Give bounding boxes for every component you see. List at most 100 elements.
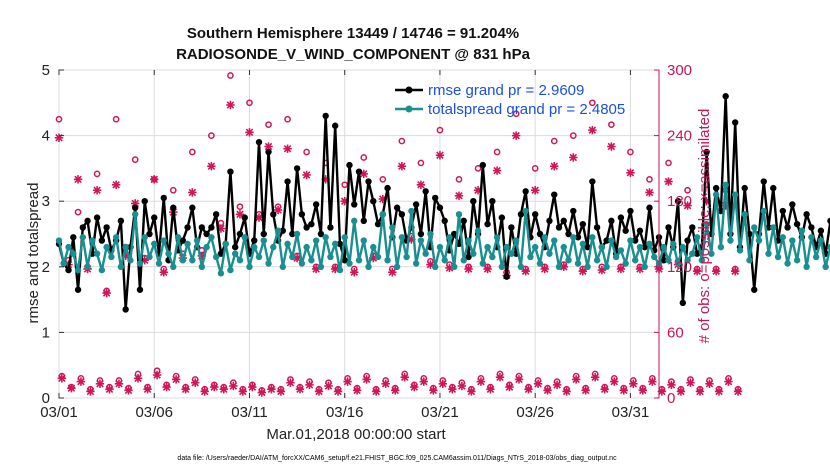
rmse-point <box>122 306 129 313</box>
totalspread-point <box>284 240 291 248</box>
possible-marker <box>512 110 520 118</box>
rmse-point <box>470 198 477 205</box>
assimilated-marker <box>550 162 559 171</box>
totalspread-point <box>165 250 172 257</box>
assimilated-marker <box>619 386 628 395</box>
y-right-tick-label: 300 <box>667 62 692 79</box>
rmse-point <box>679 299 687 307</box>
totalspread-point <box>531 243 539 251</box>
rmse-point <box>103 224 110 231</box>
totalspread-point <box>155 260 163 267</box>
possible-marker <box>284 115 291 123</box>
assimilated-marker <box>521 266 530 276</box>
totalspread-point <box>674 260 682 267</box>
totalspread-point <box>65 243 72 251</box>
totalspread-point <box>693 234 701 241</box>
rmse-point <box>70 234 77 241</box>
assimilated-marker <box>562 387 571 396</box>
rmse-point <box>98 237 106 244</box>
y-left-tick-label: 1 <box>42 324 50 341</box>
totalspread-point <box>122 243 129 251</box>
totalspread-point <box>479 260 487 267</box>
totalspread-point <box>774 253 782 261</box>
totalspread-point <box>289 253 296 261</box>
assimilated-marker <box>162 382 171 392</box>
rmse-point <box>793 220 801 228</box>
rmse-point <box>603 237 610 244</box>
legend: rmse grand pr = 2.9609 totalspread grand… <box>395 82 625 118</box>
totalspread-point <box>127 257 134 264</box>
assimilated-marker <box>388 268 397 277</box>
rmse-point <box>460 217 467 225</box>
totalspread-point <box>684 257 691 264</box>
rmse-point <box>346 161 353 169</box>
assimilated-marker <box>286 378 295 387</box>
assimilated-marker <box>578 266 588 276</box>
totalspread-point <box>798 227 806 234</box>
rmse-point <box>770 184 777 192</box>
assimilated-marker <box>400 373 409 382</box>
assimilated-marker <box>616 264 626 274</box>
assimilated-marker <box>283 144 292 153</box>
rmse-point <box>351 201 358 208</box>
totalspread-point <box>303 243 310 251</box>
totalspread-point <box>617 247 625 254</box>
totalspread-point <box>408 207 415 215</box>
totalspread-point <box>141 234 148 241</box>
x-tick-label: 03/01 <box>40 404 78 421</box>
possible-marker <box>303 148 310 156</box>
assimilated-marker <box>511 131 521 140</box>
rmse-point <box>608 217 615 225</box>
totalspread-point <box>246 263 253 270</box>
rmse-point <box>570 207 577 215</box>
rmse-point <box>546 217 553 225</box>
assimilated-marker <box>464 264 473 274</box>
rmse-point <box>208 224 215 231</box>
rmse-point <box>484 220 491 228</box>
assimilated-marker <box>181 385 190 394</box>
totalspread-point <box>574 260 582 267</box>
rmse-point <box>141 198 148 205</box>
possible-marker <box>588 99 596 107</box>
totalspread-point <box>570 234 577 241</box>
possible-marker <box>379 175 387 183</box>
totalspread-point <box>808 234 815 241</box>
chart-title-line2: RADIOSONDE_V_WIND_COMPONENT @ 831 hPa <box>176 46 531 63</box>
rmse-point <box>522 188 529 195</box>
totalspread-point <box>174 234 182 241</box>
totalspread-point <box>231 250 239 257</box>
totalspread-point <box>193 237 201 244</box>
y-left-tick-label: 5 <box>42 62 50 79</box>
totalspread-point <box>708 250 715 257</box>
totalspread-point <box>412 260 420 267</box>
totalspread-point <box>508 250 515 257</box>
assimilated-marker <box>219 385 228 394</box>
rmse-point <box>384 184 391 192</box>
totalspread-point <box>503 243 510 251</box>
assimilated-marker <box>476 377 486 386</box>
totalspread-point <box>536 260 544 267</box>
rmse-point <box>284 178 291 185</box>
assimilated-marker <box>57 374 67 383</box>
x-tick-label: 03/31 <box>612 404 650 421</box>
rmse-point <box>684 237 691 244</box>
totalspread-point <box>598 243 606 251</box>
totalspread-point <box>70 250 77 257</box>
totalspread-point <box>317 263 325 270</box>
totalspread-point <box>641 263 648 270</box>
totalspread-point <box>146 253 153 261</box>
totalspread-point <box>665 257 672 264</box>
x-tick-label: 03/26 <box>516 404 554 421</box>
totalspread-point <box>322 234 329 241</box>
totalspread-point <box>679 243 687 251</box>
totalspread-point <box>612 253 620 261</box>
assimilated-marker <box>111 180 121 189</box>
assimilated-marker <box>588 125 597 135</box>
assimilated-marker <box>352 386 362 395</box>
assimilated-marker <box>733 387 743 396</box>
totalspread-point <box>741 211 748 218</box>
assimilated-marker <box>530 186 540 195</box>
y-right-tick-label: 60 <box>667 324 684 341</box>
assimilated-marker <box>152 370 162 380</box>
totalspread-point <box>89 237 96 244</box>
